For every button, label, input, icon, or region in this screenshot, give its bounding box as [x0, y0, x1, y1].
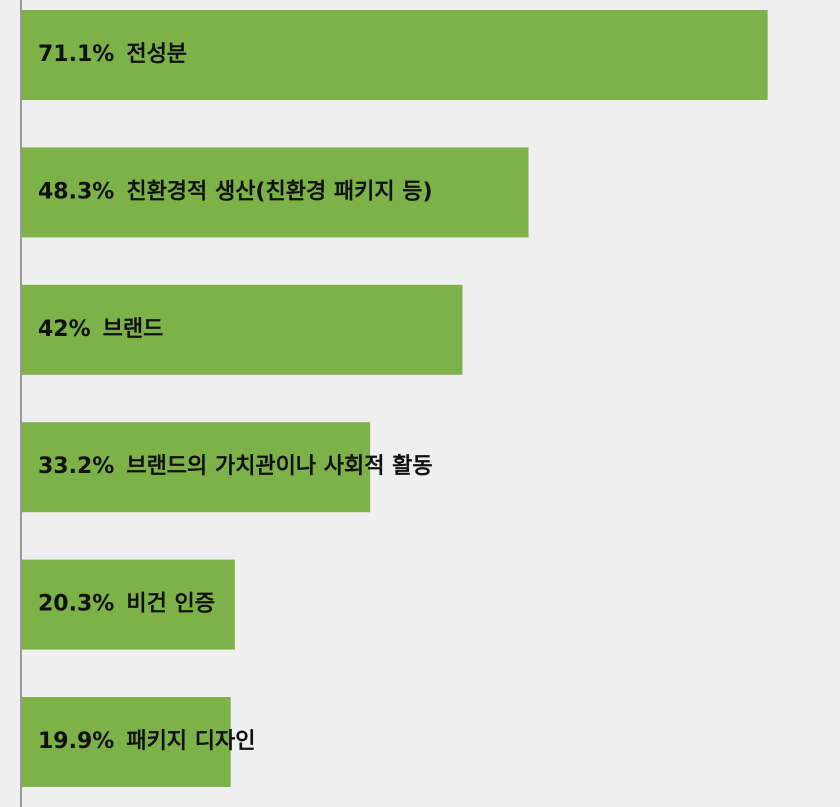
bar-label: 20.3% 비건 인증	[38, 592, 215, 617]
category-label: 브랜드의 가치관이나 사회적 활동	[126, 454, 432, 479]
bar	[22, 284, 463, 375]
value-label: 19.9%	[38, 729, 114, 754]
category-label: 비건 인증	[126, 592, 215, 617]
value-label: 71.1%	[38, 42, 114, 67]
bar-label: 33.2% 브랜드의 가치관이나 사회적 활동	[38, 454, 433, 479]
bar	[22, 697, 231, 787]
value-label: 48.3%	[38, 179, 114, 204]
bar	[22, 559, 235, 650]
bar	[22, 147, 529, 238]
bar-label: 48.3% 친환경적 생산(친환경 패키지 등)	[38, 179, 433, 204]
value-label: 42%	[38, 317, 91, 342]
category-label: 전성분	[126, 42, 187, 67]
bar	[22, 422, 371, 513]
category-label: 패키지 디자인	[126, 729, 255, 754]
category-label: 브랜드	[103, 317, 164, 342]
bar-label: 71.1% 전성분	[38, 42, 187, 67]
bar-label: 42% 브랜드	[38, 317, 163, 342]
bar	[22, 10, 768, 100]
bar-label: 19.9% 패키지 디자인	[38, 729, 255, 754]
value-label: 33.2%	[38, 454, 114, 479]
value-label: 20.3%	[38, 592, 114, 617]
category-label: 친환경적 생산(친환경 패키지 등)	[126, 179, 432, 204]
